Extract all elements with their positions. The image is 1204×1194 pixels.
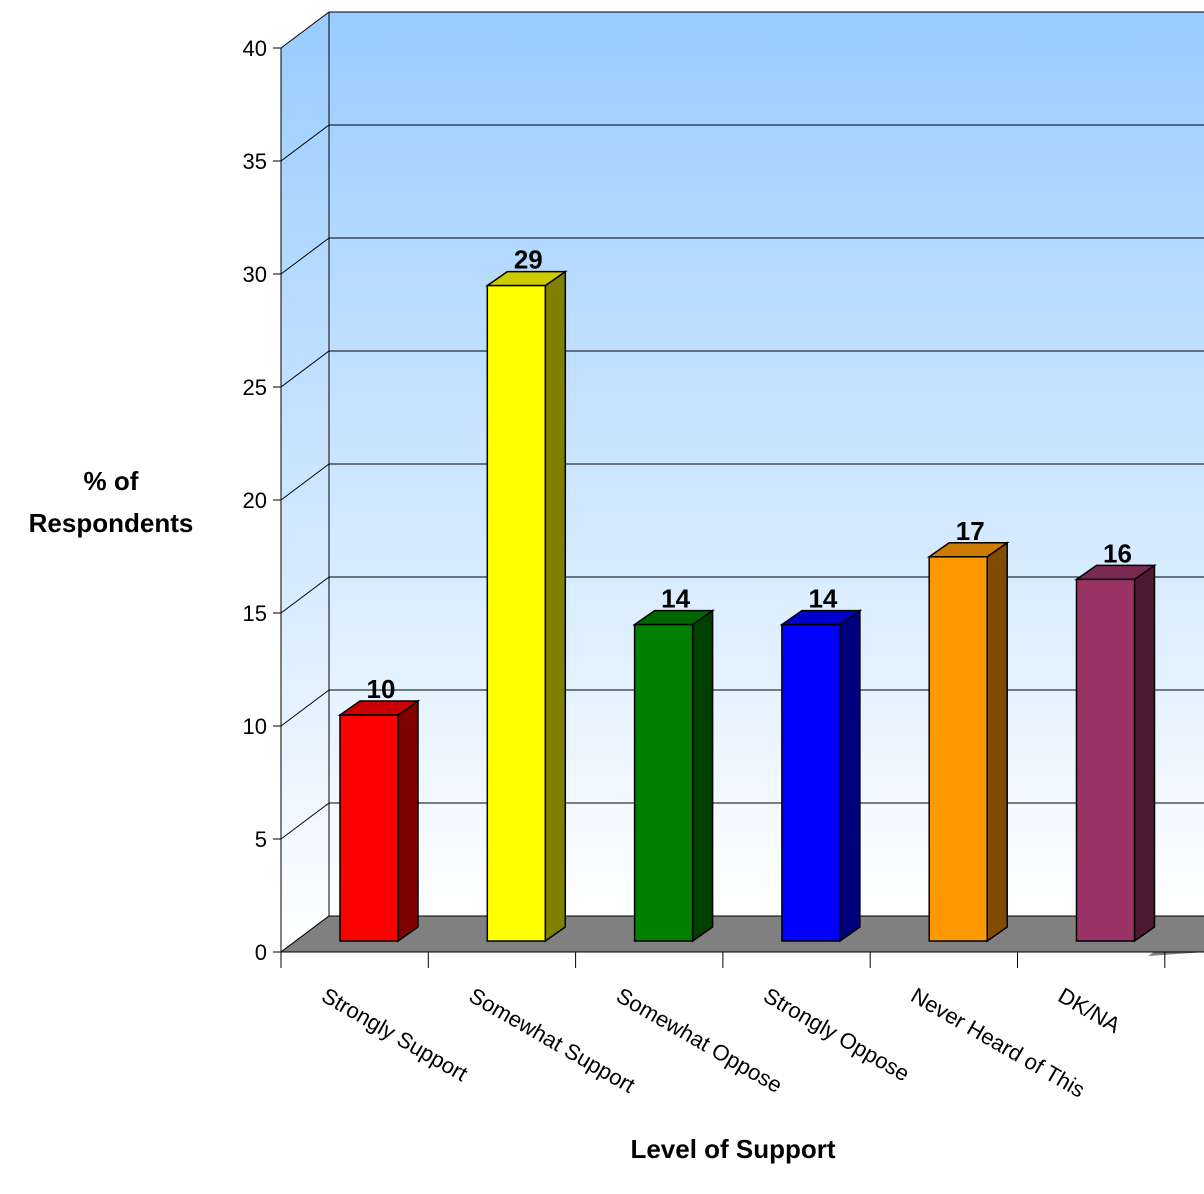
bar-side (397, 699, 419, 943)
y-tick-label: 20 (243, 488, 267, 513)
side-gridline (280, 124, 330, 162)
x-axis-title: Level of Support (630, 1134, 835, 1164)
data-label: 29 (514, 245, 543, 275)
bar-front (633, 623, 694, 942)
y-tick-label: 10 (243, 714, 267, 739)
bar-front (486, 284, 547, 942)
side-gridline (280, 802, 330, 840)
side-gridline (280, 576, 330, 614)
side-gridline (280, 237, 330, 275)
bar-side (986, 541, 1008, 943)
y-tick-label: 40 (243, 36, 267, 61)
y-tick-label: 5 (255, 827, 267, 852)
bar-side (839, 609, 861, 943)
bar-front (781, 623, 841, 942)
data-label: 14 (808, 584, 837, 614)
y-tick-label: 25 (243, 375, 267, 400)
y-axis-title-line2: Respondents (29, 508, 194, 538)
side-gridline (280, 463, 330, 501)
bar-side (691, 609, 714, 943)
side-gridline (280, 689, 330, 727)
bar-front (1075, 578, 1136, 942)
data-label: 17 (956, 516, 985, 546)
bar-front (339, 714, 399, 942)
bar (779, 609, 863, 943)
floor-plane (279, 915, 1204, 953)
bar (632, 609, 715, 943)
bar-side (1133, 563, 1156, 943)
data-label: 10 (367, 674, 396, 704)
plot-floor (279, 915, 1204, 956)
category-label: Strongly Oppose (759, 983, 913, 1087)
data-label: 16 (1103, 538, 1132, 568)
side-gridline (280, 350, 330, 388)
y-tick-label: 15 (243, 601, 267, 626)
category-label: Somewhat Oppose (612, 983, 787, 1098)
bar-side (544, 270, 567, 943)
bar-front (928, 556, 988, 942)
bar (337, 699, 421, 943)
bar (926, 541, 1010, 943)
axes: 0 5 10 15 20 25 30 35 40 (243, 36, 1204, 968)
category-label: Strongly Support (318, 983, 472, 1087)
y-tick-label: 30 (243, 262, 267, 287)
category-label: DK/NA (1054, 983, 1125, 1038)
bar (1074, 563, 1157, 943)
bar (484, 270, 568, 943)
y-axis-title-line1: % of (84, 466, 139, 496)
side-gridline (280, 11, 330, 49)
category-label: Somewhat Support (465, 983, 640, 1098)
data-label: 14 (661, 584, 690, 614)
y-tick-label: 0 (255, 940, 267, 965)
y-tick-label: 35 (243, 149, 267, 174)
bars (337, 270, 1157, 943)
plot-walls (281, 12, 1204, 952)
